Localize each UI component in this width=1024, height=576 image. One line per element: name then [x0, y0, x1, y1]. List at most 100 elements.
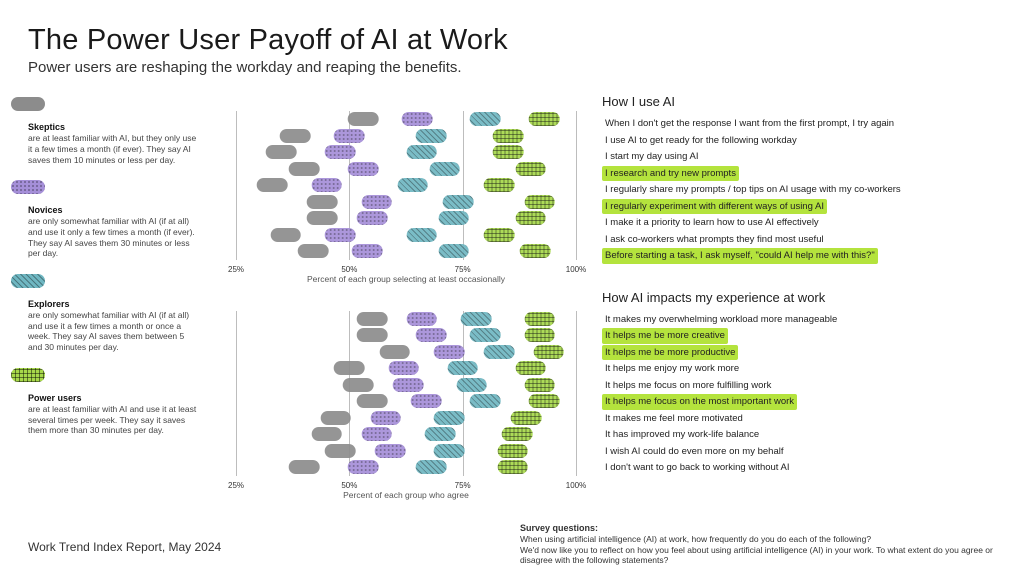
data-lozenge-novices — [348, 162, 379, 176]
data-lozenge-power — [515, 162, 546, 176]
data-lozenge-power — [511, 411, 542, 425]
data-lozenge-power — [493, 129, 524, 143]
item-list: It makes my overwhelming workload more m… — [602, 309, 996, 474]
chart-area: 25%50%75%100% — [236, 311, 576, 476]
page-title: The Power User Payoff of AI at Work — [28, 24, 996, 57]
data-lozenge-novices — [348, 460, 379, 474]
xaxis-label: Percent of each group who agree — [236, 490, 576, 500]
labels-column: How I use AI When I don't get the respons… — [588, 94, 996, 500]
data-lozenge-novices — [334, 129, 365, 143]
legend-name: Skeptics — [28, 122, 218, 133]
axis-tick: 100% — [566, 265, 586, 274]
data-lozenge-explorers — [470, 394, 501, 408]
legend-item-explorers: Explorersare only somewhat familiar with… — [28, 281, 218, 353]
data-lozenge-novices — [407, 312, 438, 326]
main-content: Skepticsare at least familiar with AI, b… — [28, 94, 996, 500]
data-lozenge-explorers — [461, 312, 492, 326]
data-lozenge-novices — [325, 145, 356, 159]
data-lozenge-explorers — [416, 460, 447, 474]
data-lozenge-power — [502, 427, 533, 441]
data-lozenge-novices — [361, 195, 392, 209]
axis-tick: 25% — [228, 265, 244, 274]
data-lozenge-power — [515, 211, 546, 225]
legend-item-novices: Novicesare only somewhat familiar with A… — [28, 187, 218, 259]
page-subtitle: Power users are reshaping the workday an… — [28, 59, 996, 76]
charts-column: 25%50%75%100%Percent of each group selec… — [218, 94, 588, 500]
data-lozenge-skeptics — [357, 394, 388, 408]
data-lozenge-skeptics — [289, 162, 320, 176]
section-heading: How I use AI — [602, 94, 996, 109]
legend-name: Novices — [28, 205, 218, 216]
footer-source: Work Trend Index Report, May 2024 — [28, 540, 221, 554]
gridline — [463, 111, 464, 260]
data-lozenge-power — [529, 394, 560, 408]
data-lozenge-novices — [411, 394, 442, 408]
data-lozenge-explorers — [407, 228, 438, 242]
survey-questions: Survey questions: When using artificial … — [520, 523, 1004, 566]
legend-desc: are at least familiar with AI, but they … — [28, 133, 198, 165]
data-lozenge-power — [524, 378, 555, 392]
data-lozenge-skeptics — [357, 328, 388, 342]
data-lozenge-skeptics — [298, 244, 329, 258]
legend-desc: are at least familiar with AI and use it… — [28, 404, 198, 436]
data-lozenge-novices — [393, 378, 424, 392]
data-lozenge-novices — [311, 178, 342, 192]
item-list: When I don't get the response I want fro… — [602, 113, 996, 262]
chart-1: 25%50%75%100% Percent of each group who a… — [218, 311, 588, 500]
data-lozenge-explorers — [484, 345, 515, 359]
data-lozenge-skeptics — [257, 178, 288, 192]
survey-line: We'd now like you to reflect on how you … — [520, 545, 1004, 566]
legend-item-power: Power usersare at least familiar with AI… — [28, 375, 218, 436]
data-lozenge-skeptics — [307, 195, 338, 209]
data-lozenge-power — [520, 244, 551, 258]
data-lozenge-skeptics — [266, 145, 297, 159]
axis-tick: 75% — [455, 481, 471, 490]
legend-swatch — [11, 368, 45, 382]
gridline — [576, 111, 577, 260]
data-lozenge-power — [497, 444, 528, 458]
data-lozenge-explorers — [438, 211, 469, 225]
legend-swatch — [11, 274, 45, 288]
gridline — [236, 311, 237, 476]
data-lozenge-skeptics — [348, 112, 379, 126]
data-lozenge-novices — [370, 411, 401, 425]
data-lozenge-skeptics — [334, 361, 365, 375]
data-lozenge-novices — [434, 345, 465, 359]
data-lozenge-explorers — [429, 162, 460, 176]
statement-label: I don't want to go back to working witho… — [602, 460, 793, 476]
data-lozenge-novices — [402, 112, 433, 126]
legend-name: Power users — [28, 393, 218, 404]
data-lozenge-skeptics — [379, 345, 410, 359]
statement-label: Before starting a task, I ask myself, "c… — [602, 248, 878, 264]
axis-tick: 50% — [341, 481, 357, 490]
data-lozenge-novices — [388, 361, 419, 375]
data-lozenge-skeptics — [307, 211, 338, 225]
data-lozenge-skeptics — [343, 378, 374, 392]
data-lozenge-explorers — [407, 145, 438, 159]
data-lozenge-novices — [361, 427, 392, 441]
legend-name: Explorers — [28, 299, 218, 310]
data-lozenge-power — [534, 345, 565, 359]
data-lozenge-novices — [357, 211, 388, 225]
survey-heading: Survey questions: — [520, 523, 1004, 534]
data-lozenge-power — [484, 178, 515, 192]
data-lozenge-explorers — [416, 129, 447, 143]
data-lozenge-skeptics — [320, 411, 351, 425]
data-lozenge-explorers — [470, 112, 501, 126]
data-lozenge-power — [484, 228, 515, 242]
data-lozenge-skeptics — [289, 460, 320, 474]
legend-desc: are only somewhat familiar with AI (if a… — [28, 310, 198, 353]
data-lozenge-skeptics — [357, 312, 388, 326]
legend-desc: are only somewhat familiar with AI (if a… — [28, 216, 198, 259]
data-lozenge-explorers — [434, 411, 465, 425]
data-lozenge-explorers — [456, 378, 487, 392]
data-lozenge-power — [497, 460, 528, 474]
data-lozenge-novices — [325, 228, 356, 242]
data-lozenge-skeptics — [325, 444, 356, 458]
axis-tick: 100% — [566, 481, 586, 490]
data-lozenge-power — [524, 328, 555, 342]
data-lozenge-explorers — [443, 195, 474, 209]
data-lozenge-novices — [375, 444, 406, 458]
data-lozenge-novices — [352, 244, 383, 258]
data-lozenge-explorers — [470, 328, 501, 342]
